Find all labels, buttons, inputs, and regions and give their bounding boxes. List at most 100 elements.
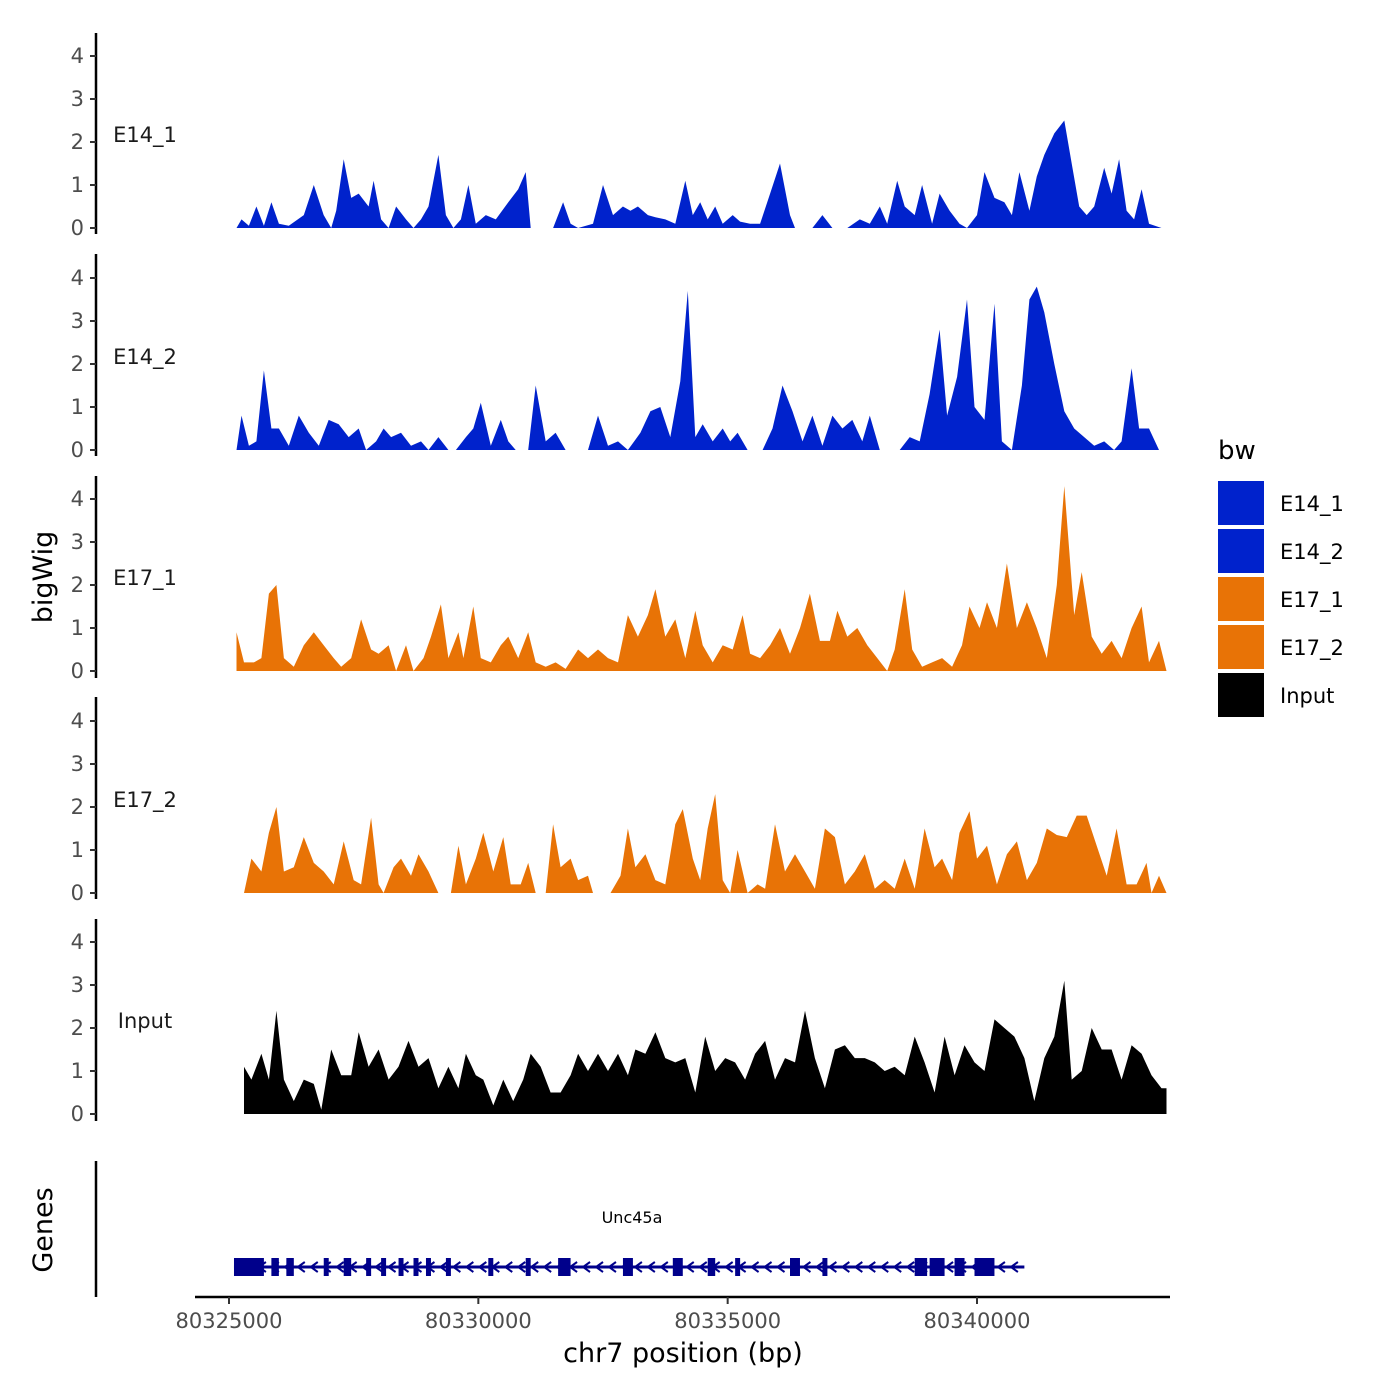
strand-arrow	[827, 1261, 837, 1273]
legend-label: Input	[1280, 684, 1334, 708]
y-tick-label: 3	[71, 752, 84, 776]
coverage-area	[244, 794, 1167, 893]
y-tick-label: 4	[71, 266, 84, 290]
legend-title: bw	[1218, 436, 1256, 466]
legend: bw E14_1 E14_2 E17_1 E17_2 Input	[1218, 436, 1344, 717]
track-label: Input	[118, 1009, 172, 1033]
strand-arrow	[296, 1261, 306, 1273]
track-label: E14_2	[113, 345, 177, 370]
strand-arrow	[334, 1261, 345, 1273]
y-tick-label: 0	[71, 438, 84, 462]
y-tick-label: 4	[71, 487, 84, 511]
legend-label: E14_1	[1280, 492, 1344, 517]
track-e17-2: 0 1 2 3 4 E17_2	[71, 697, 1167, 905]
bigwig-tracks: 0 1 2 3 4 E14_1 0 1 2 3 4 E14_2 0 1 2 3 4 E17_1 0 1 2 3 4 E17_2…	[71, 33, 1167, 1126]
track-e14-1: 0 1 2 3 4 E14_1	[71, 33, 1162, 240]
strand-arrow	[373, 1261, 384, 1273]
track-e17-1: 0 1 2 3 4 E17_1	[71, 476, 1167, 683]
strand-arrow	[762, 1261, 773, 1273]
exon	[525, 1258, 531, 1276]
strand-arrow	[464, 1261, 474, 1273]
strand-arrow	[775, 1261, 786, 1273]
x-tick-label: 80340000	[924, 1309, 1031, 1333]
track-label: E14_1	[113, 123, 177, 148]
x-axis: 80325000 80330000 80335000 80340000	[176, 1295, 1170, 1333]
y-tick-label: 2	[71, 130, 84, 154]
coverage-area	[236, 286, 1159, 450]
track-input: 0 1 2 3 4 Input	[71, 919, 1167, 1126]
x-axis-title: chr7 position (bp)	[563, 1338, 803, 1369]
strand-arrow	[1009, 1261, 1019, 1273]
legend-swatch	[1218, 529, 1264, 573]
strand-arrow	[853, 1261, 863, 1273]
y-tick-label: 3	[71, 973, 84, 997]
legend-swatch	[1218, 577, 1264, 621]
exon	[233, 1258, 264, 1276]
exon	[343, 1258, 352, 1276]
strand-arrow	[801, 1261, 812, 1273]
y-tick-label: 3	[71, 87, 84, 111]
coverage-area	[236, 120, 1162, 228]
y-tick-label: 1	[71, 395, 84, 419]
strand-arrow	[477, 1261, 487, 1273]
y-tick-label: 1	[71, 616, 84, 640]
exon	[488, 1258, 494, 1276]
strand-arrow	[581, 1261, 591, 1273]
exon	[286, 1258, 294, 1276]
exon	[366, 1258, 372, 1276]
legend-swatch	[1218, 625, 1264, 669]
legend-swatch	[1218, 673, 1264, 717]
strand-arrow	[698, 1261, 708, 1273]
coverage-area	[244, 980, 1167, 1114]
y-tick-label: 2	[71, 1016, 84, 1040]
y-tick-label: 0	[71, 881, 84, 905]
legend-swatch	[1218, 481, 1264, 525]
legend-label: E14_2	[1280, 540, 1344, 565]
gene-name-label: Unc45a	[602, 1208, 663, 1227]
x-tick-label: 80325000	[176, 1309, 283, 1333]
y-tick-label: 1	[71, 173, 84, 197]
strand-arrow	[529, 1261, 539, 1273]
strand-arrow	[879, 1261, 889, 1273]
exon	[672, 1258, 683, 1276]
y-tick-label: 4	[71, 44, 84, 68]
strand-arrow	[607, 1261, 617, 1273]
exon	[271, 1258, 279, 1276]
y-tick-label: 4	[71, 930, 84, 954]
y-tick-label: 1	[71, 838, 84, 862]
exon	[558, 1258, 571, 1276]
exon	[425, 1258, 431, 1276]
strand-arrow	[892, 1261, 902, 1273]
strand-arrow	[438, 1261, 449, 1273]
strand-arrow	[814, 1261, 825, 1273]
genes-axis-title: Genes	[28, 1187, 59, 1272]
strand-arrow	[309, 1261, 319, 1273]
strand-arrow	[646, 1261, 656, 1273]
y-tick-label: 4	[71, 709, 84, 733]
strand-arrow	[386, 1261, 397, 1273]
strand-arrow	[659, 1261, 669, 1273]
strand-arrow	[840, 1261, 850, 1273]
y-tick-label: 3	[71, 530, 84, 554]
strand-arrow	[542, 1261, 552, 1273]
legend-label: E17_1	[1280, 588, 1344, 613]
strand-arrow	[451, 1261, 461, 1273]
y-tick-label: 2	[71, 573, 84, 597]
y-tick-label: 1	[71, 1059, 84, 1083]
strand-arrow	[723, 1261, 734, 1273]
y-tick-label: 0	[71, 1102, 84, 1126]
strand-arrow	[594, 1261, 604, 1273]
track-label: E17_2	[113, 788, 177, 813]
y-tick-label: 0	[71, 216, 84, 240]
track-label: E17_1	[113, 566, 177, 591]
exon	[914, 1258, 928, 1276]
exon	[954, 1258, 965, 1276]
exon	[323, 1258, 329, 1276]
strand-arrow	[866, 1261, 876, 1273]
exon	[974, 1258, 995, 1276]
strand-arrow	[944, 1261, 954, 1273]
strand-arrow	[996, 1261, 1006, 1273]
exon	[381, 1258, 387, 1276]
